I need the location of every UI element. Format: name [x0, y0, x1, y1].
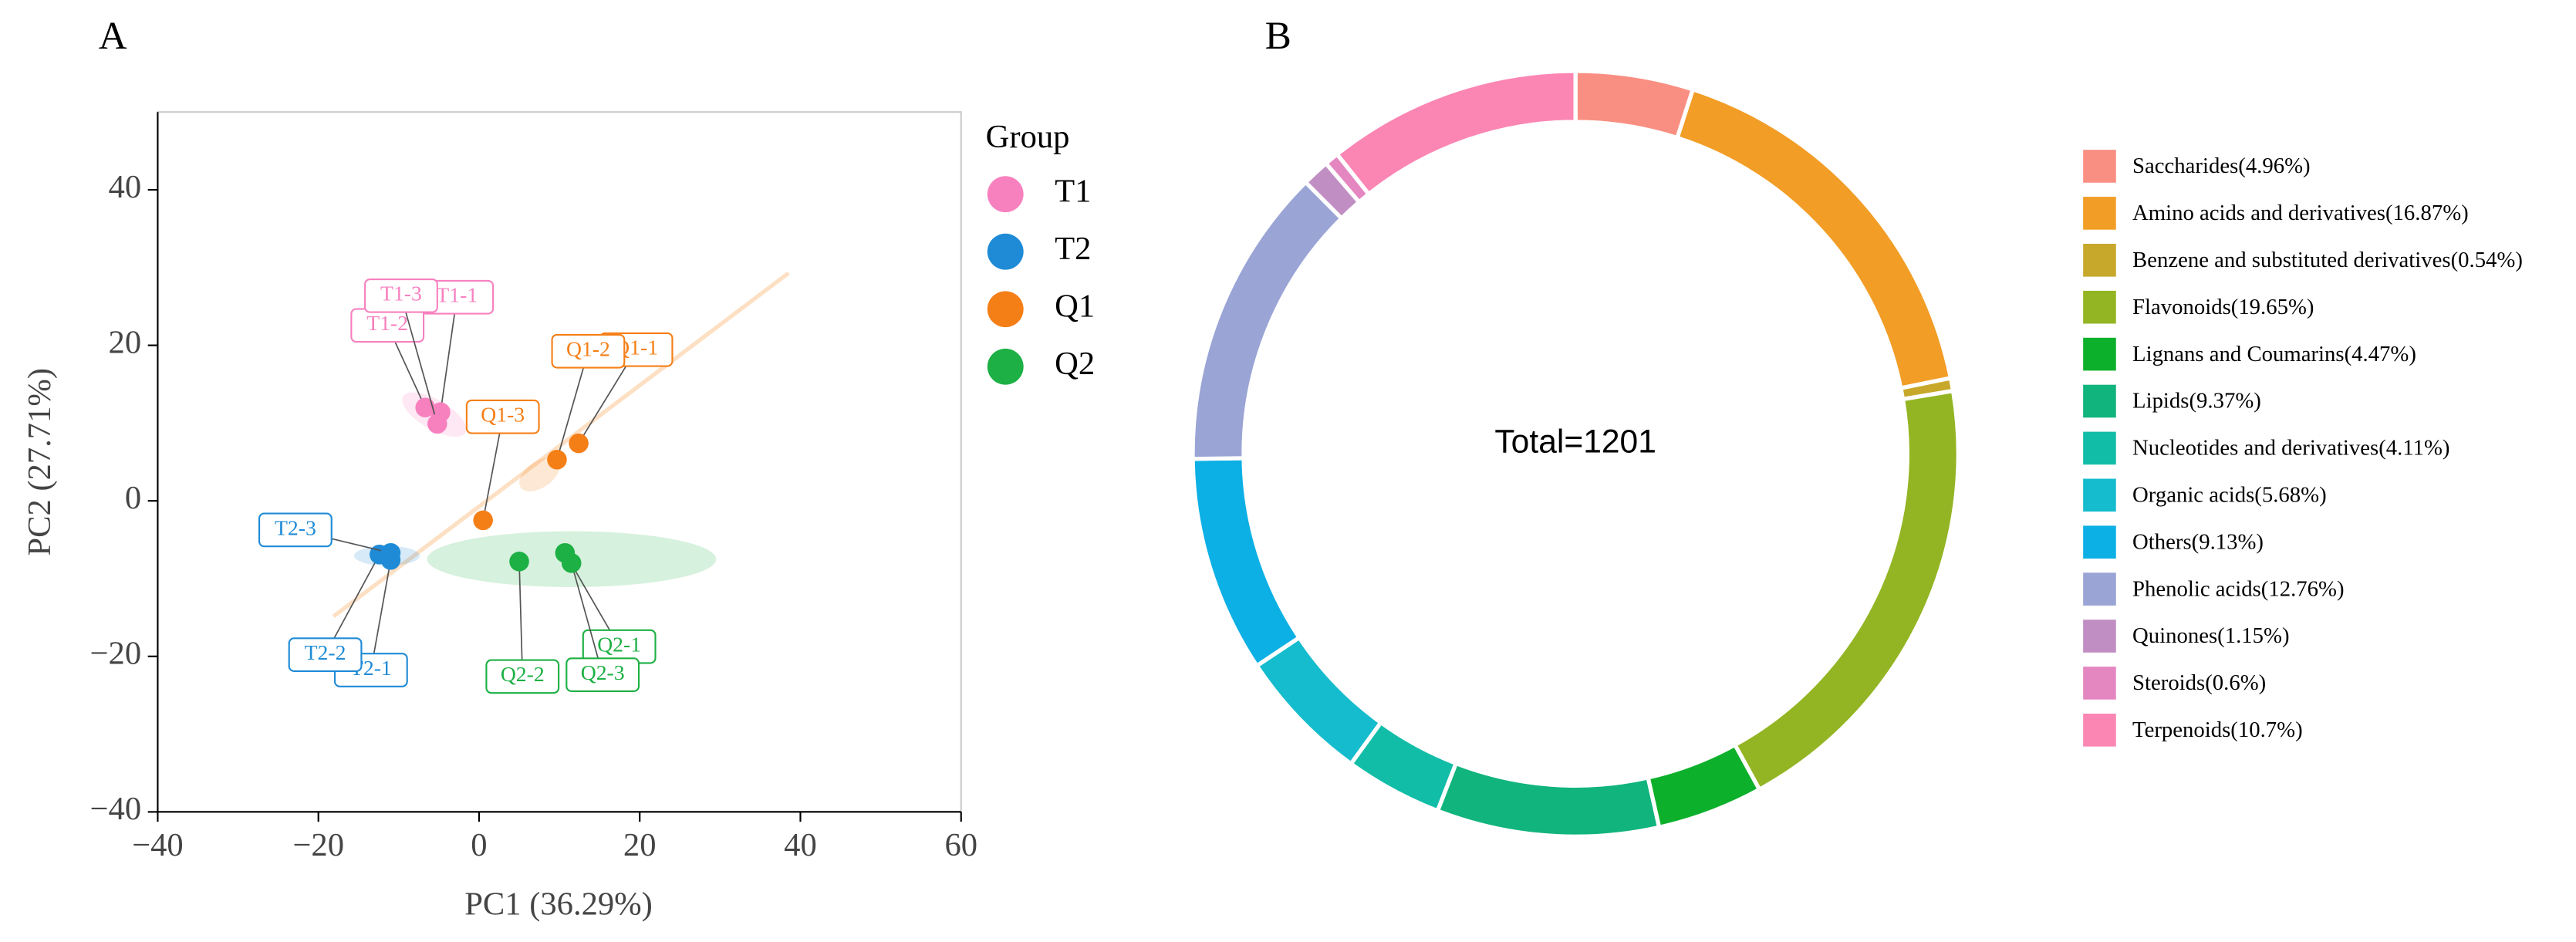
point-label: Q2-1 [597, 632, 641, 656]
label-leader [570, 562, 603, 675]
legend-label: Organic acids(5.68%) [2132, 483, 2327, 508]
point [569, 433, 589, 454]
y-tick-label: −40 [90, 791, 142, 827]
legend-label: Q2 [1055, 346, 1095, 382]
x-tick-label: 60 [944, 827, 977, 863]
donut-slice [1434, 760, 1662, 839]
point-label: Q2-3 [581, 660, 625, 684]
point [380, 542, 401, 563]
point [473, 510, 493, 531]
label-box [551, 333, 626, 369]
legend-swatch [2083, 290, 2116, 324]
point-label: T2-2 [305, 640, 346, 664]
x-tick-label: −20 [292, 827, 344, 863]
center-label: Total=1201 [1494, 424, 1656, 461]
x-tick-label: 40 [784, 827, 817, 863]
label-leader [556, 350, 589, 460]
label-box [465, 399, 540, 434]
y-tick-label: −20 [90, 636, 142, 672]
legend-label: T1 [1055, 173, 1091, 209]
panel-letter: B [1265, 14, 1291, 58]
panel-letter: A [99, 14, 127, 58]
donut-slice [1334, 69, 1578, 198]
legend-swatch [2083, 431, 2116, 465]
point-label: T1-1 [436, 283, 478, 307]
legend-swatch [2083, 620, 2116, 653]
legend-label: Nucleotides and derivatives(4.11%) [2132, 436, 2449, 461]
point [547, 449, 567, 470]
y-tick-label: 20 [109, 324, 142, 360]
donut-slice [1674, 86, 1953, 391]
legend-label: Quinones(1.15%) [2132, 623, 2290, 648]
point-label: T1-2 [366, 311, 408, 335]
y-axis-label: PC2 (27.71%) [22, 368, 58, 556]
x-tick-label: 20 [623, 827, 657, 863]
legend-swatch [987, 233, 1024, 270]
legend-label: Terpenoids(10.7%) [2132, 717, 2303, 742]
legend-label: T2 [1055, 231, 1091, 267]
point-label: Q2-2 [501, 662, 545, 686]
label-box [288, 637, 363, 672]
legend-title: Group [986, 119, 1070, 155]
legend-swatch [2083, 572, 2116, 606]
donut-slice [1254, 634, 1384, 767]
legend-label: Phenolic acids(12.76%) [2132, 576, 2345, 601]
point [415, 397, 435, 418]
legend-swatch [987, 176, 1024, 213]
legend-label: Amino acids and derivatives(16.87%) [2132, 201, 2469, 225]
label-leader [518, 561, 524, 677]
label-box [566, 657, 640, 692]
label-box [258, 512, 333, 548]
legend-label: Saccharides(4.96%) [2132, 154, 2311, 178]
legend-label: Flavonoids(19.65%) [2132, 295, 2314, 319]
x-axis-label: PC1 (36.29%) [464, 886, 653, 923]
legend-swatch [2083, 714, 2116, 747]
point [509, 552, 529, 572]
legend-swatch [987, 348, 1024, 385]
x-tick-label: −40 [132, 827, 184, 863]
legend-swatch [2083, 384, 2116, 418]
donut-slice [1573, 69, 1696, 141]
legend-swatch [2083, 525, 2116, 559]
legend-swatch [2083, 667, 2116, 700]
legend-label: Lignans and Coumarins(4.47%) [2132, 342, 2416, 366]
donut-slice [1645, 741, 1763, 830]
label-box [485, 659, 560, 694]
point [427, 414, 447, 434]
legend-swatch [2083, 243, 2116, 277]
legend-label: Benzene and substituted derivatives(0.54… [2132, 248, 2523, 272]
legend-label: Lipids(9.37%) [2132, 389, 2261, 414]
x-tick-label: 0 [471, 827, 487, 863]
legend-label: Others(9.13%) [2132, 529, 2264, 554]
label-leader [400, 295, 438, 424]
legend-swatch [2083, 478, 2116, 512]
point-label: T2-3 [275, 515, 316, 539]
point-label: Q1-3 [481, 403, 525, 427]
label-box [364, 278, 438, 313]
legend-swatch [2083, 150, 2116, 183]
legend-swatch [2083, 337, 2116, 371]
legend-swatch [2083, 197, 2116, 230]
point-label: Q1-2 [566, 337, 610, 361]
donut-slice [1190, 179, 1345, 461]
label-leader [370, 559, 392, 670]
point [561, 553, 582, 573]
legend-label: Steroids(0.6%) [2132, 670, 2266, 695]
legend-label: Q1 [1055, 289, 1095, 325]
y-tick-label: 40 [109, 169, 142, 205]
donut-slice [1732, 388, 1960, 792]
y-tick-label: 0 [125, 480, 141, 516]
label-leader [440, 297, 458, 413]
point-label: T1-3 [380, 282, 422, 306]
legend-swatch [987, 291, 1024, 328]
donut-slice [1190, 456, 1302, 669]
